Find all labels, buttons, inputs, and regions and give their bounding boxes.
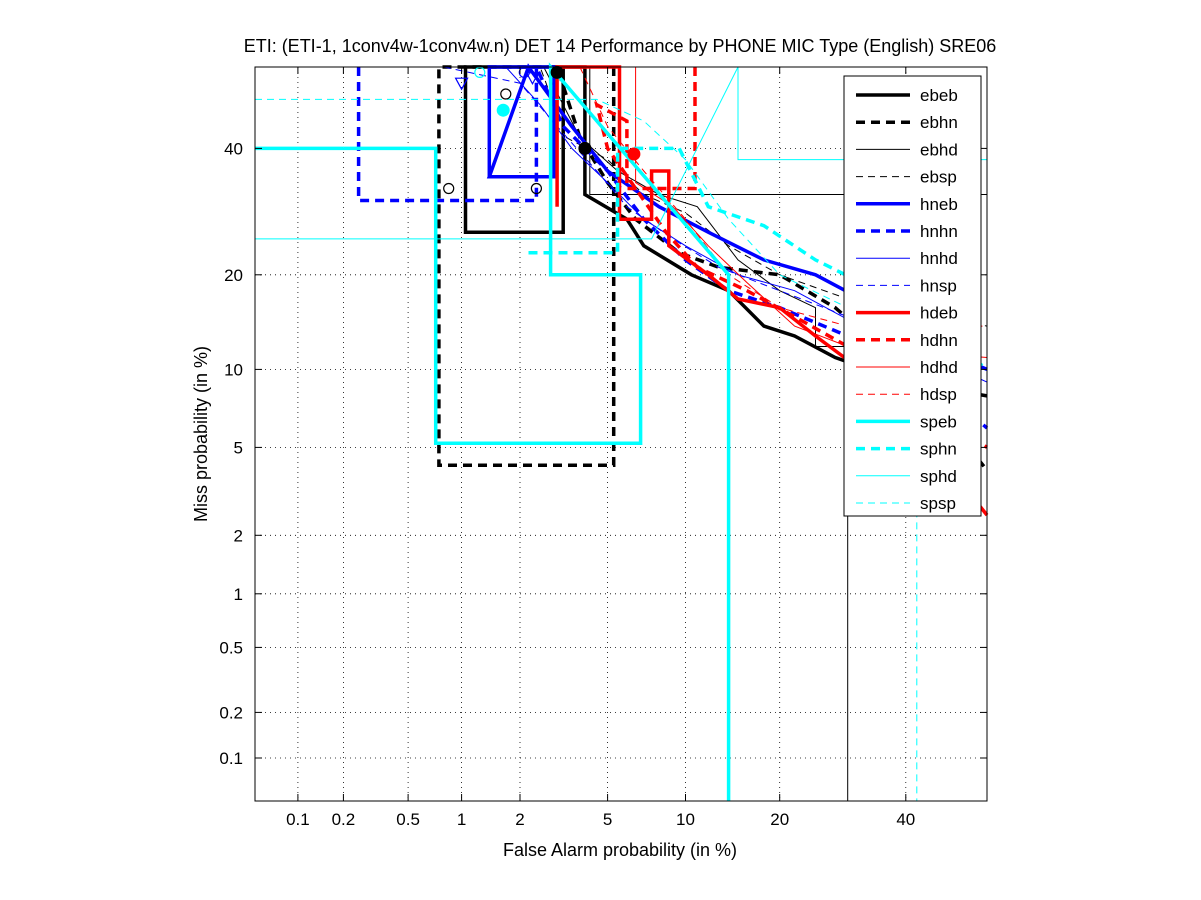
legend-label: hdhn bbox=[920, 331, 958, 350]
legend-item-hdhd: hdhd bbox=[856, 358, 958, 377]
x-tick-label: 2 bbox=[515, 810, 524, 829]
legend-label: hnsp bbox=[920, 276, 957, 295]
marker-ebhd bbox=[500, 88, 512, 100]
y-tick-labels: 0.1 0.2 0.5 1 2 5 10 20 40 bbox=[219, 139, 243, 768]
marker-layer bbox=[443, 65, 641, 195]
legend-label: hdhd bbox=[920, 358, 958, 377]
legend-label: hdeb bbox=[920, 304, 958, 323]
marker-hnhd bbox=[525, 72, 540, 86]
legend-label: ebhn bbox=[920, 113, 958, 132]
legend-item-hdeb: hdeb bbox=[856, 304, 958, 323]
series-line-speb bbox=[255, 62, 731, 801]
x-tick-label: 20 bbox=[770, 810, 789, 829]
legend: ebeb ebhn ebhd ebsp hneb hnhn hnhd hnsp hdeb hdhn… bbox=[843, 75, 982, 517]
legend-item-hnsp: hnsp bbox=[856, 276, 957, 295]
x-tick-labels: 0.1 0.2 0.5 1 2 5 10 20 40 bbox=[286, 810, 915, 829]
legend-item-hdsp: hdsp bbox=[856, 385, 957, 404]
x-tick-label: 5 bbox=[603, 810, 612, 829]
legend-item-spsp: spsp bbox=[856, 494, 956, 513]
legend-item-hneb: hneb bbox=[856, 195, 958, 214]
legend-label: sphn bbox=[920, 440, 957, 459]
x-tick-label: 0.2 bbox=[332, 810, 356, 829]
chart-title: ETI: (ETI-1, 1conv4w-1conv4w.n) DET 14 P… bbox=[244, 36, 997, 56]
series-line-hdhd bbox=[635, 67, 988, 358]
legend-label: ebeb bbox=[920, 86, 958, 105]
legend-item-sphd: sphd bbox=[856, 467, 957, 486]
legend-label: hnhd bbox=[920, 249, 958, 268]
legend-item-hnhn: hnhn bbox=[856, 222, 958, 241]
y-tick-label: 2 bbox=[234, 526, 243, 545]
legend-item-ebhn: ebhn bbox=[856, 113, 958, 132]
y-tick-label: 20 bbox=[224, 266, 243, 285]
y-tick-label: 0.1 bbox=[219, 749, 243, 768]
y-tick-label: 1 bbox=[234, 585, 243, 604]
y-tick-label: 10 bbox=[224, 360, 243, 379]
y-tick-label: 0.2 bbox=[219, 703, 243, 722]
x-tick-label: 10 bbox=[676, 810, 695, 829]
legend-item-ebhd: ebhd bbox=[856, 140, 958, 159]
marker-speb bbox=[496, 103, 510, 117]
legend-label: speb bbox=[920, 412, 957, 431]
legend-item-speb: speb bbox=[856, 412, 957, 431]
marker-ebeb bbox=[550, 65, 564, 79]
legend-label: hdsp bbox=[920, 385, 957, 404]
series-line-ebeb bbox=[463, 65, 988, 398]
y-tick-label: 5 bbox=[234, 438, 243, 457]
y-axis-title: Miss probability (in %) bbox=[191, 346, 211, 522]
marker-hnhn bbox=[454, 77, 469, 91]
legend-label: hnhn bbox=[920, 222, 958, 241]
legend-label: sphd bbox=[920, 467, 957, 486]
x-tick-label: 1 bbox=[457, 810, 466, 829]
marker-ebhn bbox=[530, 182, 543, 195]
marker-hdeb bbox=[627, 147, 641, 161]
legend-item-hnhd: hnhd bbox=[856, 249, 958, 268]
x-tick-label: 0.5 bbox=[396, 810, 420, 829]
x-axis-title: False Alarm probability (in %) bbox=[503, 840, 737, 860]
series-line-ebhn bbox=[437, 65, 989, 472]
x-tick-label: 0.1 bbox=[286, 810, 310, 829]
marker-ebhn bbox=[578, 141, 592, 155]
x-tick-label: 40 bbox=[896, 810, 915, 829]
legend-item-ebeb: ebeb bbox=[856, 86, 958, 105]
legend-item-sphn: sphn bbox=[856, 440, 957, 459]
y-tick-label: 0.5 bbox=[219, 638, 243, 657]
legend-label: ebsp bbox=[920, 168, 957, 187]
legend-item-ebsp: ebsp bbox=[856, 168, 957, 187]
legend-label: hneb bbox=[920, 195, 958, 214]
legend-item-hdhn: hdhn bbox=[856, 331, 958, 350]
plot-frame bbox=[254, 66, 988, 802]
y-tick-label: 40 bbox=[224, 139, 243, 158]
legend-label: spsp bbox=[920, 494, 956, 513]
series-line-hdhn bbox=[594, 67, 988, 449]
marker-ebhd bbox=[443, 182, 455, 195]
legend-label: ebhd bbox=[920, 140, 958, 159]
